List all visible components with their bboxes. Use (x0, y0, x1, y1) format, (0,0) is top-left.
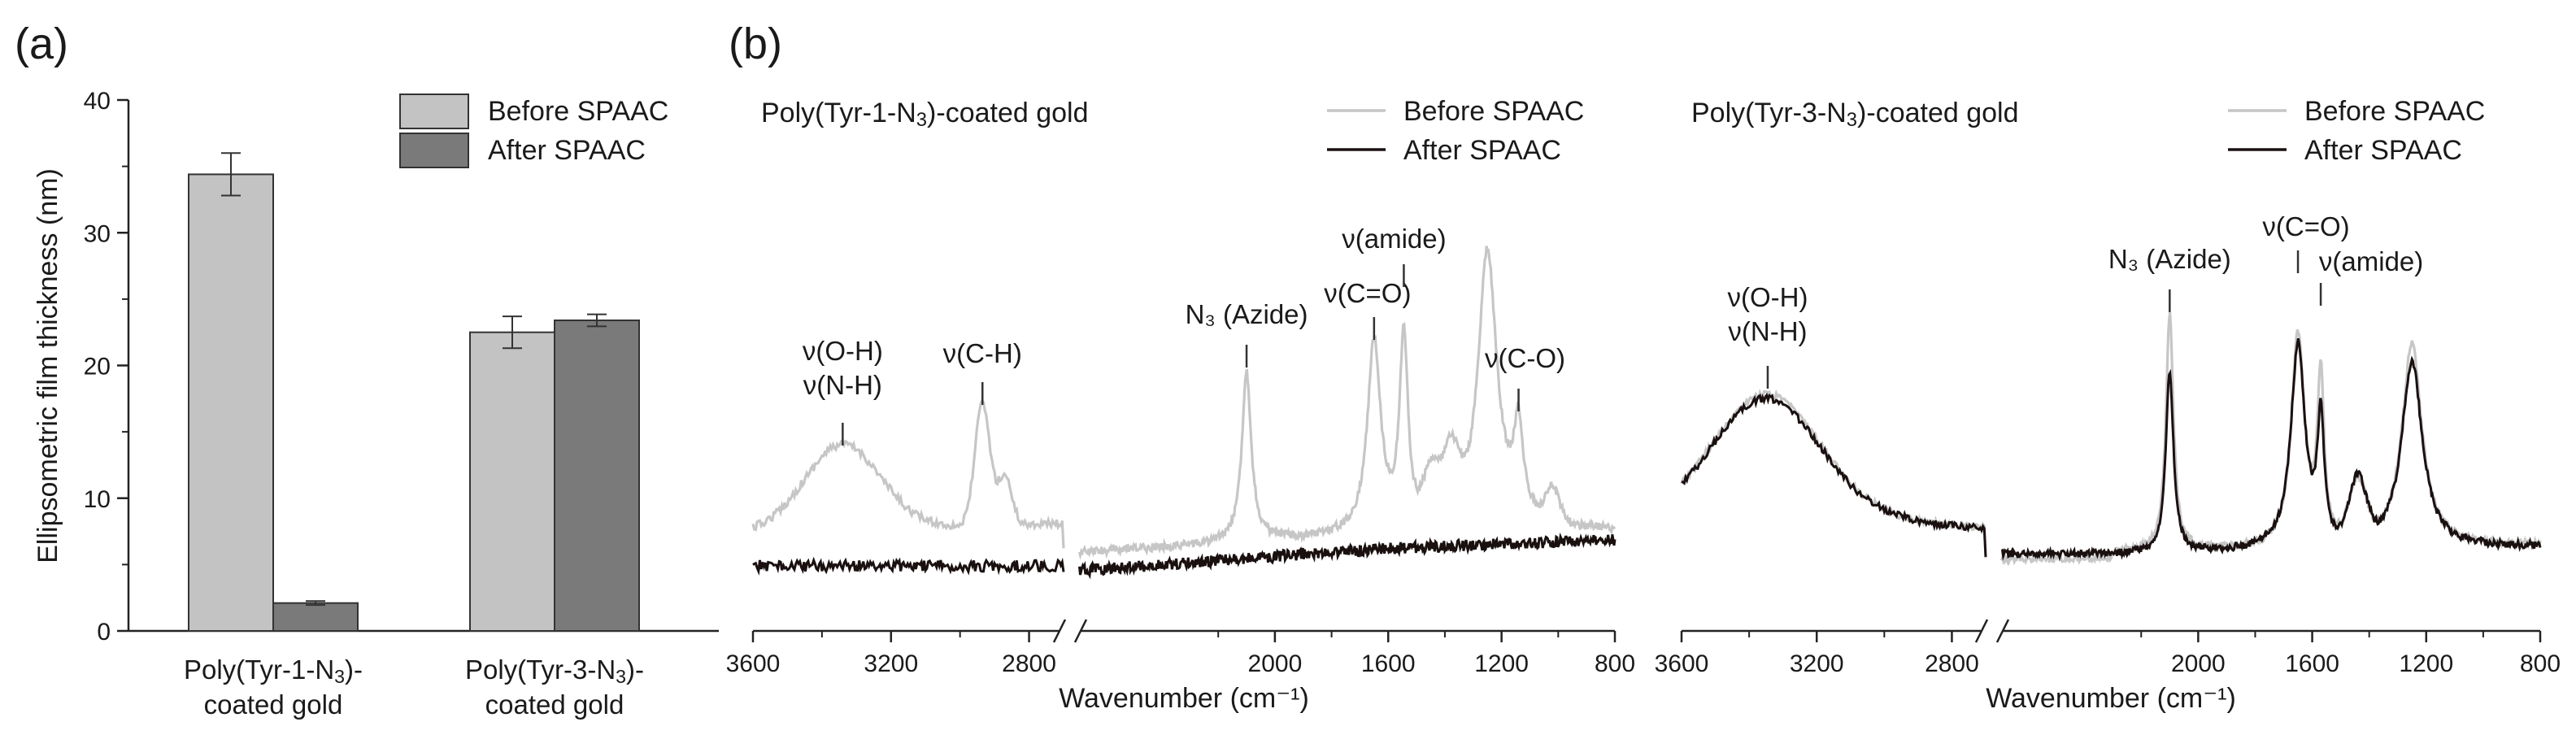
spectrum-title: Poly(Tyr-1-N3)-coated gold (761, 98, 1089, 131)
spectrum-line-after (1681, 392, 1987, 557)
legend-label-before: Before SPAAC (1403, 96, 1584, 127)
spectrum-plot-tyr1: 3600 3200 2800 2000 1600 1200 800 Wavenumber (c… (726, 96, 1635, 714)
spectrum-title-sub: 3 (916, 109, 927, 131)
axis-break-mark (1974, 619, 1989, 643)
axis-break-mark (1073, 619, 1088, 643)
panel-a-label: (a) (15, 20, 68, 68)
spectrum-title: Poly(Tyr-3-N3)-coated gold (1691, 98, 2019, 131)
axis-break-mark (1052, 619, 1067, 643)
spectrum-title-sub: 3 (1847, 109, 1857, 131)
bar-category-label-line2: coated gold (204, 689, 343, 720)
spectrum-title-end: )-coated gold (927, 98, 1088, 128)
spectrum-x-axis-title: Wavenumber (cm⁻¹) (1986, 683, 2236, 714)
peak-annotation-label: ν(amide) (2319, 246, 2423, 276)
spectrum-title-main: Poly(Tyr-1-N (761, 98, 916, 128)
bar-category-label-line1-end: )- (345, 654, 363, 685)
legend-label-before: Before SPAAC (2304, 96, 2485, 127)
peak-annotation-label: ν(C=O) (2262, 211, 2349, 241)
legend-swatch-after (399, 133, 469, 168)
spectrum-x-tick-label: 3200 (1790, 650, 1844, 677)
spectrum-x-tick-label: 3600 (1655, 650, 1709, 677)
panel-a: (a) Ellipsometric film thickness (nm) 0 1… (15, 20, 719, 720)
panel-b: (b) 3600 3200 2800 2000 1600 1200 800 Wavenumbe… (726, 20, 2561, 714)
legend-swatch-before (399, 94, 469, 129)
spectrum-x-tick-label: 2800 (1925, 650, 1979, 677)
spectrum-line-before (751, 398, 1065, 549)
bar-marks (188, 152, 640, 633)
bar-after-2 (554, 319, 640, 632)
bar-category-label-line1-end: )- (626, 654, 644, 685)
bar-category-label-line1-main: Poly(Tyr-3-N (465, 654, 616, 685)
bar-after-1 (272, 602, 359, 633)
bar-category-label-line1: Poly(Tyr-1-N3)- (184, 654, 363, 687)
bar-y-tick-label: 30 (84, 220, 111, 247)
bar-category-label-line2: coated gold (485, 689, 624, 720)
peak-annotation-label: ν(amide) (1342, 224, 1446, 254)
axis-break-mark (1995, 619, 2010, 643)
peak-annotation-label: ν(C-O) (1485, 343, 1565, 373)
bar-category-label-line1-sub: 3 (616, 666, 626, 687)
bar-y-tick-label: 10 (84, 486, 111, 513)
legend-label-before: Before SPAAC (488, 96, 668, 127)
bar-y-tick-label: 0 (97, 619, 111, 646)
spectrum-x-tick-label: 1600 (2285, 650, 2339, 677)
legend-label-after: After SPAAC (2304, 135, 2462, 166)
spectrum-line-before (1680, 389, 1987, 559)
legend-label-after: After SPAAC (488, 135, 646, 166)
bar-category-label-line1-main: Poly(Tyr-1-N (184, 654, 334, 685)
spectrum-line-before (1999, 312, 2542, 567)
bar-before-1 (188, 173, 274, 633)
spectrum-x-tick-label: 1600 (1361, 650, 1416, 677)
bar-y-tick-label: 40 (84, 88, 111, 115)
spectrum-x-tick-label: 1200 (2399, 650, 2453, 677)
bar-category-label-line1-sub: 3 (334, 666, 345, 687)
peak-annotation-label: N₃ (Azide) (2108, 244, 2231, 274)
spectrum-x-axis-title: Wavenumber (cm⁻¹) (1059, 683, 1309, 714)
peak-annotation-label: ν(C=O) (1324, 278, 1411, 308)
bar-before-2 (469, 331, 555, 632)
peak-annotation-label: ν(O-H) (1727, 282, 1808, 312)
bar-y-ticks: 0 10 20 30 40 (84, 88, 128, 646)
spectrum-plot-tyr3: 3600 3200 2800 2000 1600 1200 800 Wavenumber (c… (1655, 96, 2561, 714)
spectrum-line-after (2000, 338, 2542, 562)
bar-y-axis-title: Ellipsometric film thickness (nm) (33, 168, 63, 563)
spectrum-x-tick-label: 2800 (1002, 650, 1056, 677)
bar-y-tick-label: 20 (84, 354, 111, 381)
peak-annotation-label: ν(N-H) (803, 370, 882, 400)
spectrum-title-end: )-coated gold (1857, 98, 2018, 128)
bar-legend: Before SPAAC After SPAAC (399, 94, 668, 168)
spectrum-x-tick-label: 1200 (1474, 650, 1529, 677)
panel-b-label: (b) (729, 20, 782, 68)
spectrum-x-tick-label: 3200 (864, 650, 918, 677)
spectrum-line-after (1078, 532, 1617, 580)
bar-category-label-line1: Poly(Tyr-3-N3)- (465, 654, 644, 687)
spectrum-line-before (1077, 246, 1617, 561)
peak-annotation-label: ν(O-H) (803, 336, 883, 366)
bar-category-labels: Poly(Tyr-1-N3)-coated goldPoly(Tyr-3-N3)… (184, 654, 644, 720)
spectrum-x-tick-label: 3600 (726, 650, 781, 677)
spectrum-x-tick-label: 2000 (1248, 650, 1303, 677)
spectrum-x-tick-label: 2000 (2171, 650, 2226, 677)
spectrum-line-after (752, 556, 1065, 576)
legend-label-after: After SPAAC (1403, 135, 1561, 166)
spectrum-x-tick-label: 800 (1595, 650, 1635, 677)
spectrum-x-tick-label: 800 (2520, 650, 2561, 677)
peak-annotation-label: ν(C-H) (943, 338, 1022, 368)
peak-annotation-label: ν(N-H) (1728, 316, 1807, 346)
spectrum-title-main: Poly(Tyr-3-N (1691, 98, 1847, 128)
peak-annotation-label: N₃ (Azide) (1186, 299, 1308, 329)
